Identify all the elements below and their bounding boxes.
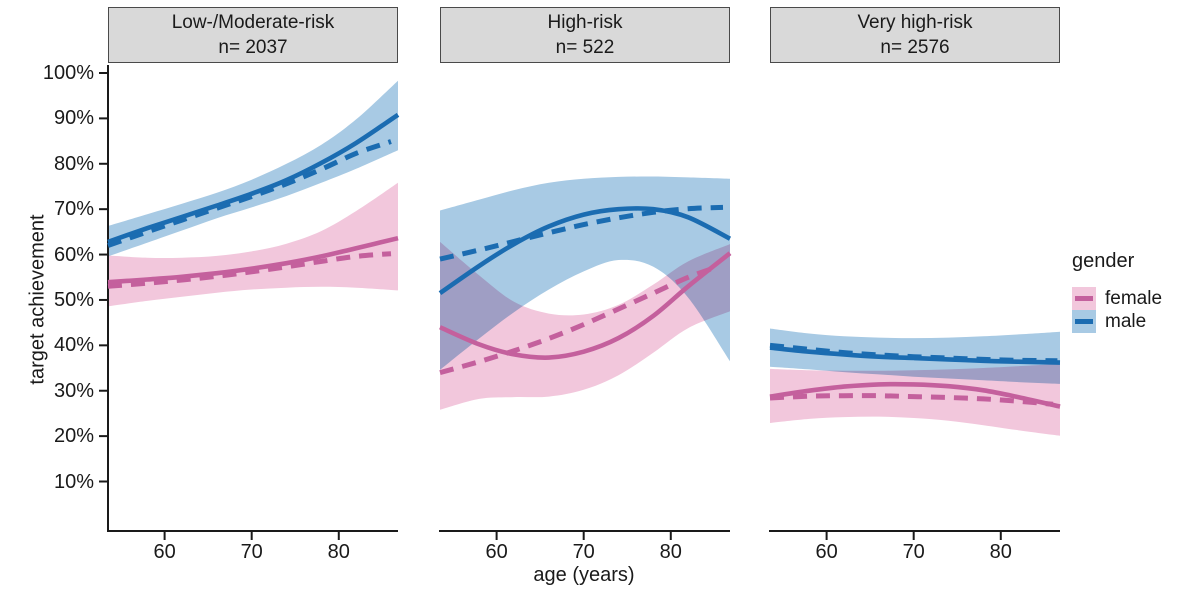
trend-line-male-dashed <box>439 204 724 262</box>
trend-line-male-solid <box>107 112 400 245</box>
male-key-swatch <box>1072 310 1096 333</box>
legend-item-female: female <box>1072 287 1198 310</box>
legend-title: gender <box>1072 250 1135 272</box>
legend: gender female male <box>1072 250 1198 333</box>
x-tick-label: 60 <box>485 541 508 563</box>
x-tick-label: 60 <box>815 541 838 563</box>
x-axis-title: age (years) <box>533 564 635 586</box>
y-tick-label: 50% <box>53 288 94 311</box>
trend-line-female-solid <box>107 235 399 285</box>
x-tick-label: 80 <box>327 541 350 563</box>
facet-label: Low-/Moderate-risk <box>171 12 335 33</box>
x-tick-label: 80 <box>659 541 682 563</box>
y-tick-label: 100% <box>42 62 94 84</box>
facet-n-label: n= 2576 <box>880 37 950 58</box>
legend-label-male: male <box>1105 310 1147 332</box>
x-tick-label: 80 <box>989 541 1012 563</box>
y-tick-label: 30% <box>53 379 94 402</box>
facet-strip-low-moderate-risk: Low-/Moderate-risk n= 2037 <box>108 7 398 63</box>
trend-line-female-dashed <box>107 251 392 289</box>
ci-ribbon-male <box>108 80 398 257</box>
x-tick-label: 70 <box>572 541 595 563</box>
y-tick-label: 70% <box>53 198 94 221</box>
legend-item-male: male <box>1072 310 1198 333</box>
trend-line-female-solid <box>439 251 732 360</box>
y-tick-label: 10% <box>53 470 94 493</box>
female-key-swatch <box>1072 287 1096 310</box>
facet-n-label: n= 522 <box>555 37 615 58</box>
trend-line-male-dashed <box>107 139 392 248</box>
y-tick-label: 40% <box>53 334 94 357</box>
y-tick-label: 20% <box>53 425 94 448</box>
trend-line-male-solid <box>438 206 732 295</box>
ci-ribbon-male <box>440 176 730 370</box>
y-tick-label: 90% <box>53 107 94 130</box>
facet-n-label: n= 2037 <box>218 37 288 58</box>
trend-line-female-solid <box>769 381 1061 409</box>
y-tick-label: 60% <box>53 243 94 266</box>
trend-line-female-dashed <box>439 264 720 376</box>
trend-line-female-dashed <box>769 393 1054 407</box>
y-tick-label: 80% <box>53 152 94 175</box>
ci-ribbon-female <box>440 241 730 410</box>
trend-line-male-dashed <box>769 342 1058 364</box>
x-tick-label: 70 <box>240 541 263 563</box>
facet-label: High-risk <box>547 12 623 33</box>
x-tick-label: 60 <box>153 541 176 563</box>
legend-label-female: female <box>1105 287 1163 309</box>
facet-label: Very high-risk <box>857 12 973 33</box>
x-tick-label: 70 <box>902 541 925 563</box>
facet-strip-high-risk: High-risk n= 522 <box>440 7 730 63</box>
facet-strip-very-high-risk: Very high-risk n= 2576 <box>770 7 1060 63</box>
ci-ribbon-female <box>770 363 1060 436</box>
